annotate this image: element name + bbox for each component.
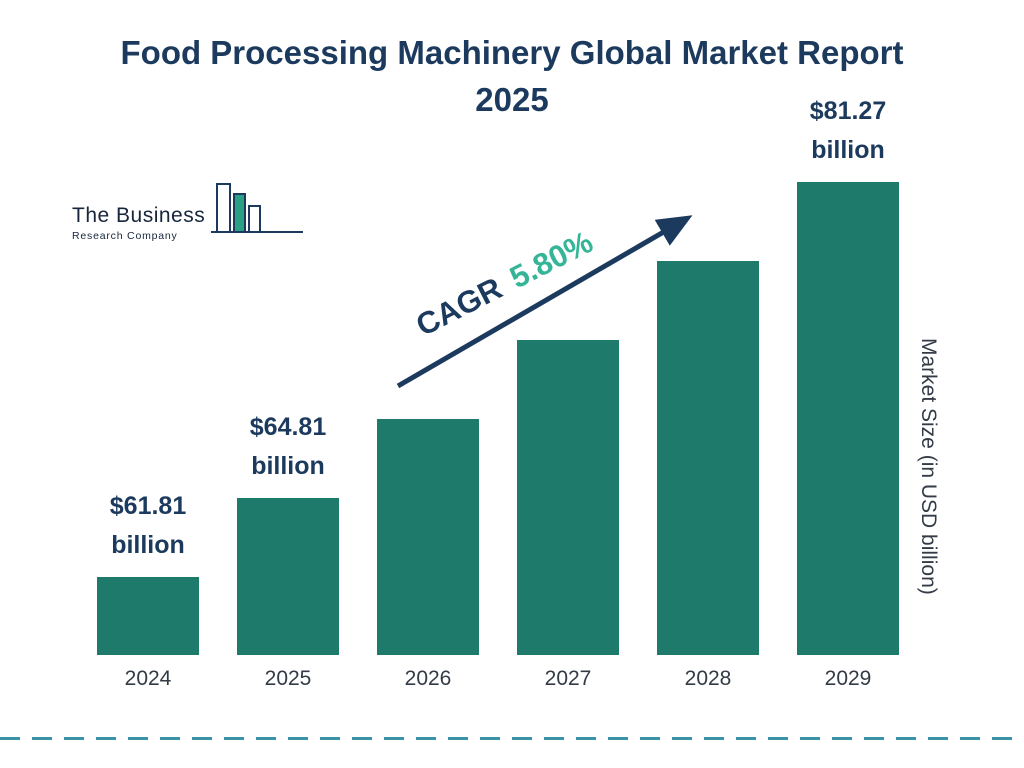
bar-2025 bbox=[237, 498, 339, 655]
bottom-dashed-divider bbox=[0, 737, 1024, 740]
x-axis-label-2028: 2028 bbox=[684, 667, 732, 690]
value-label-2024: $61.81 billion bbox=[109, 492, 187, 559]
bar-2027 bbox=[517, 340, 619, 655]
x-axis-label-2029: 2029 bbox=[824, 667, 872, 690]
logo-text: The Business Research Company bbox=[72, 204, 205, 242]
value-label-2025: $64.81 billion bbox=[249, 413, 327, 480]
x-axis-label-2024: 2024 bbox=[124, 667, 172, 690]
x-axis-label-2027: 2027 bbox=[544, 667, 592, 690]
bar-2024 bbox=[97, 577, 199, 655]
logo: The Business Research Company bbox=[72, 180, 305, 242]
bar-2026 bbox=[377, 419, 479, 655]
x-axis-label-2026: 2026 bbox=[404, 667, 452, 690]
x-axis-label-2025: 2025 bbox=[264, 667, 312, 690]
value-label-2029: $81.27 billion bbox=[809, 97, 887, 164]
logo-text-secondary: Research Company bbox=[72, 230, 178, 242]
bar-2029 bbox=[797, 182, 899, 655]
page-title: Food Processing Machinery Global Market … bbox=[120, 34, 904, 118]
bar-2028 bbox=[657, 261, 759, 655]
logo-text-primary: The Business bbox=[72, 204, 206, 227]
logo-bar-chart-icon bbox=[211, 183, 304, 233]
y-axis-title: Market Size (in USD billion) bbox=[917, 338, 940, 595]
